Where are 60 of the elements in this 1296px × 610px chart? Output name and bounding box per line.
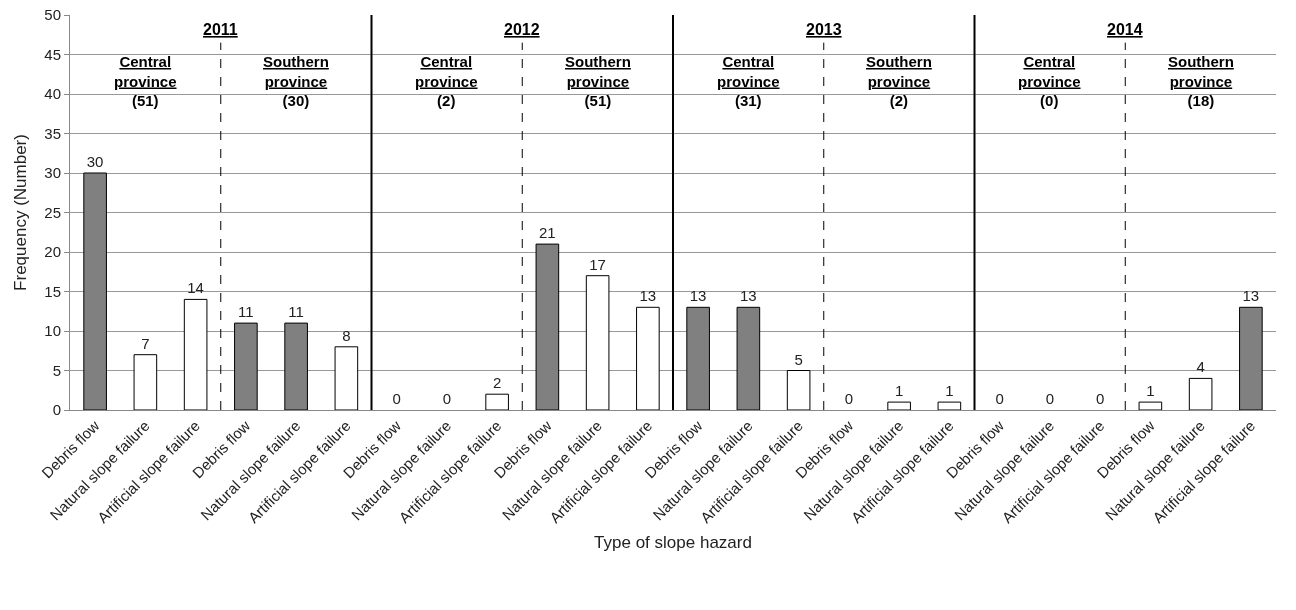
data-label: 13 [740,287,757,305]
annotation: Southern province (51) [565,53,631,109]
bar [183,298,208,410]
y-axis-title: Frequency (Number) [11,134,30,291]
y-tick-label: 30 [44,164,61,182]
data-label: 0 [1095,390,1105,407]
data-label: 1 [1146,382,1155,400]
annotation: 2011 [203,21,238,38]
data-label: 0 [442,390,452,407]
bar [334,346,359,410]
data-label: 7 [141,334,150,352]
y-tick-label: 0 [52,401,61,419]
data-label: 30 [86,153,104,170]
data-label: 0 [1045,390,1055,407]
y-tick-label: 50 [44,6,61,24]
y-tick-label: 25 [44,203,61,221]
data-label: 14 [187,279,204,297]
annotation: Southern province (30) [263,53,329,109]
y-tick-label: 20 [44,243,61,261]
bar [1188,377,1213,410]
data-label: 13 [1242,287,1260,305]
bar [937,401,962,410]
annotation: Central province (51) [114,53,177,109]
bar [133,354,158,410]
bar [636,306,660,410]
x-axis-title: Type of slope hazard [594,532,752,552]
data-label: 13 [639,287,657,305]
data-label: 21 [539,224,556,242]
annotation: Central province (0) [1018,53,1081,109]
annotation: 2012 [504,21,540,38]
y-tick-label: 10 [44,322,61,340]
data-label: 13 [689,287,707,305]
data-label: 0 [844,390,854,407]
annotation: Central province (2) [415,53,478,109]
bar [887,401,911,410]
bar [1138,401,1163,410]
data-label: 0 [995,390,1004,407]
y-tick-label: 5 [52,361,61,379]
data-label: 11 [238,303,254,321]
data-label: 4 [1196,358,1205,376]
data-label: 2 [492,374,502,392]
annotation: Central province (31) [717,53,780,109]
y-tick-label: 15 [44,282,61,300]
bar [786,370,811,410]
data-label: 1 [945,382,954,400]
data-label: 11 [288,303,304,321]
annotation: 2014 [1107,21,1143,38]
annotation: 2013 [806,21,842,38]
data-label: 8 [342,326,351,344]
annotation: Southern province (18) [1168,53,1234,109]
bar [585,275,610,410]
y-tick-label: 40 [44,85,61,103]
data-label: 17 [589,255,606,273]
data-label: 5 [794,350,803,368]
data-label: 0 [392,390,401,407]
annotation: Southern province (2) [866,53,932,109]
bar [485,393,509,410]
data-label: 1 [894,382,904,400]
y-tick-label: 35 [44,124,61,142]
y-tick-label: 45 [44,45,61,63]
